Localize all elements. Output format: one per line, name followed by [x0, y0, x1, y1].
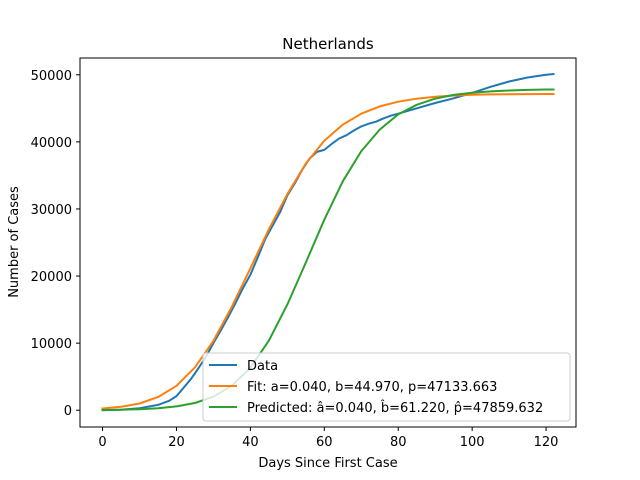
x-tick-label: 60 — [316, 435, 333, 450]
legend: Data Fit: a=0.040, b=44.970, p=47133.663 P… — [202, 352, 571, 422]
x-tick-label: 120 — [534, 435, 559, 450]
legend-box — [202, 352, 571, 422]
x-tick-label: 100 — [460, 435, 485, 450]
chart-title: Netherlands — [282, 35, 374, 53]
y-tick-label: 10000 — [31, 337, 72, 352]
y-tick-label: 50000 — [31, 69, 72, 84]
y-tick-label: 40000 — [31, 136, 72, 151]
y-tick-label: 20000 — [31, 270, 72, 285]
y-axis-title: Number of Cases — [7, 186, 22, 298]
x-tick-label: 0 — [98, 435, 106, 450]
plot-frame — [79, 57, 577, 428]
y-tick-label: 0 — [64, 404, 72, 419]
x-tick-label: 40 — [242, 435, 259, 450]
legend-label-1: Fit: a=0.040, b=44.970, p=47133.663 — [247, 380, 497, 395]
x-axis-title: Days Since First Case — [258, 456, 397, 471]
series-lines — [101, 73, 555, 412]
y-tick-label: 30000 — [31, 203, 72, 218]
series-line-2 — [101, 88, 555, 412]
axis-ticks: 0 20 40 60 80 100 120 0 10000 20000 30000 40000 5000… — [31, 69, 559, 450]
x-tick-label: 80 — [390, 435, 407, 450]
legend-label-2: Predicted: â=0.040, b̂=61.220, p̂=47859.… — [247, 401, 543, 416]
x-tick-label: 20 — [168, 435, 185, 450]
legend-label-0: Data — [247, 359, 278, 374]
series-line-1 — [101, 93, 555, 410]
